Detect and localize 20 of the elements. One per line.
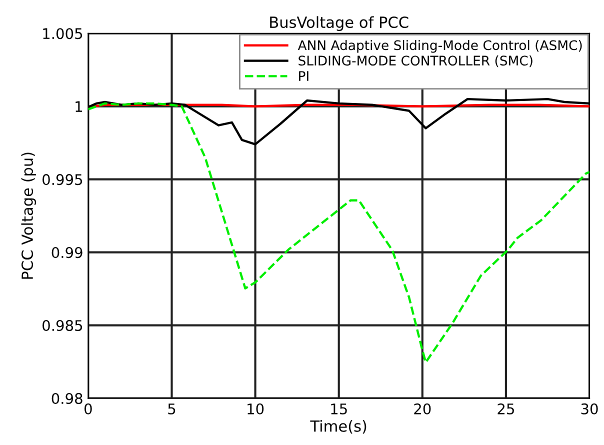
line-series (88, 102, 590, 364)
chart-title: BusVoltage of PCC (270, 16, 408, 31)
y-tick-label: 1 (76, 101, 82, 112)
x-tick-label: 5 (168, 404, 176, 414)
x-axis-title: Time(s) (310, 420, 366, 434)
x-tick-label: 0 (84, 403, 92, 414)
y-tick-label: 0.99 (52, 247, 82, 258)
x-tick-label: 15 (331, 404, 347, 414)
legend-label: PI (299, 71, 308, 81)
y-tick-label: 0.98 (52, 392, 82, 404)
y-tick-label: 1.005 (43, 28, 82, 40)
x-tick-label: 30 (581, 403, 598, 414)
x-tick-label: 10 (248, 403, 264, 414)
legend-label: SLIDING-MODE CONTROLLER (SMC) (298, 55, 532, 68)
legend-label: ANN Adaptive Sliding-Mode Control (ASMC) (298, 40, 582, 53)
x-tick-label: 25 (498, 403, 514, 414)
y-axis-title: PCC Voltage (pu) (21, 152, 36, 279)
y-tick-label: 0.985 (42, 320, 82, 332)
x-tick-label: 20 (414, 403, 431, 414)
y-tick-label: 0.995 (42, 174, 82, 186)
